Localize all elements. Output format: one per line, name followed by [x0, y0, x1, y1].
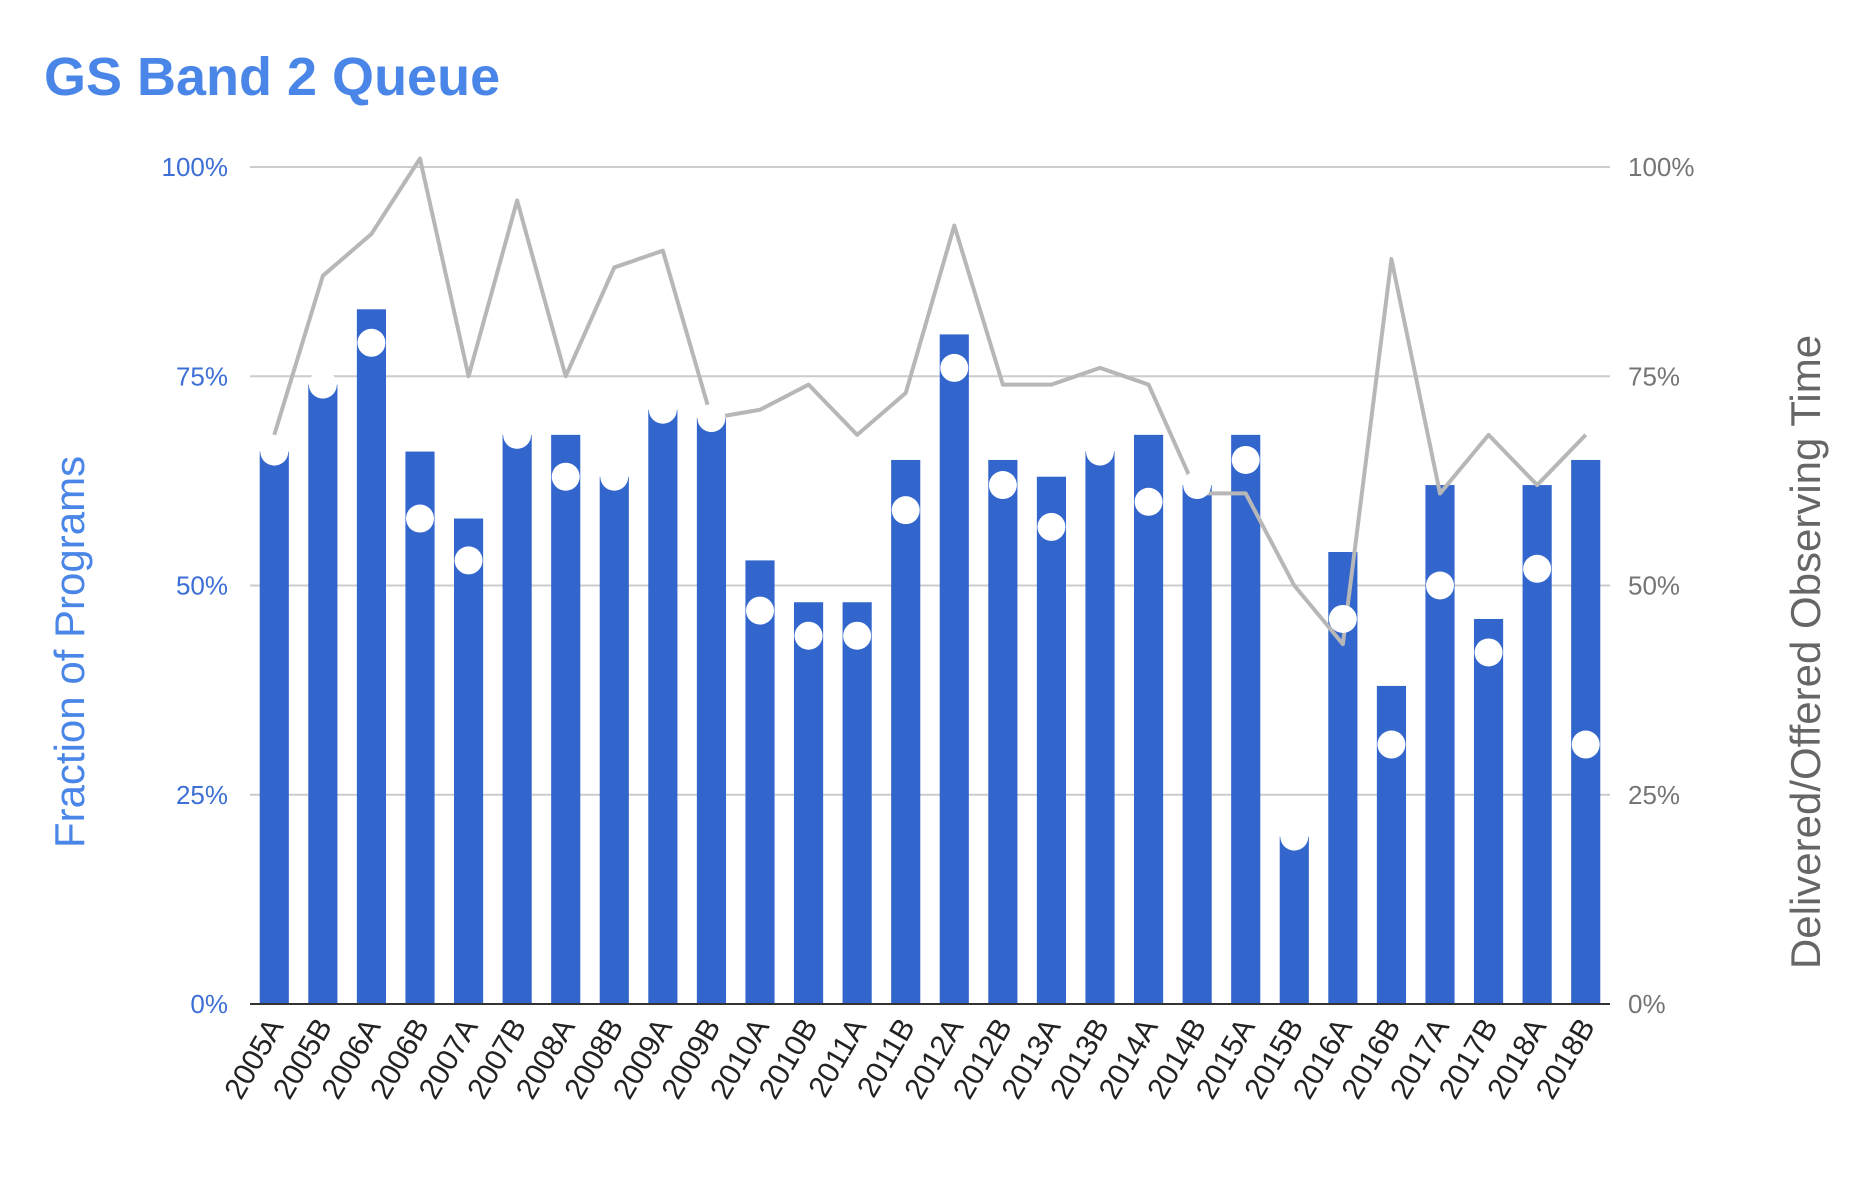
point-2016B [1377, 730, 1406, 759]
y-tick-label-right: 0% [1628, 989, 1666, 1019]
bar-2014B [1182, 485, 1212, 1004]
y-tick-label-left: 50% [176, 571, 228, 601]
point-2018A [1523, 554, 1552, 583]
point-2005B [308, 370, 337, 399]
bar-2009A [648, 409, 678, 1005]
bar-2010A [745, 560, 775, 1004]
point-2013A [1037, 512, 1066, 541]
point-2010B [794, 621, 823, 650]
bar-2008B [599, 476, 629, 1004]
y-tick-label-right: 50% [1628, 571, 1680, 601]
bar-2012A [939, 334, 969, 1004]
point-2012A [940, 353, 969, 382]
point-2009B [697, 404, 726, 433]
bar-2005A [259, 451, 289, 1005]
point-2017B [1474, 638, 1503, 667]
bar-2011A [842, 602, 872, 1004]
bar-2005B [308, 384, 338, 1004]
point-2014A [1134, 487, 1163, 516]
point-2018B [1571, 730, 1600, 759]
bar-2006A [356, 309, 386, 1004]
y-tick-label-left: 25% [176, 780, 228, 810]
chart-title: GS Band 2 Queue [44, 47, 501, 107]
point-2007A [454, 546, 483, 575]
bar-2007B [502, 434, 532, 1005]
point-2006B [406, 504, 434, 533]
line-layer [272, 156, 1588, 647]
bar-2017B [1474, 618, 1504, 1004]
bar-2009B [696, 418, 726, 1005]
y-tick-label-left: 0% [190, 989, 228, 1019]
bar-2012B [988, 459, 1018, 1004]
point-2015A [1231, 445, 1260, 474]
point-2007B [503, 420, 532, 449]
bar-2006B [405, 451, 435, 1005]
bar-2017A [1425, 485, 1455, 1004]
y-tick-label-left: 100% [162, 152, 229, 182]
y-axis-title-left: Fraction of Programs [46, 456, 93, 848]
bar-2010B [794, 602, 824, 1004]
bar-2013A [1036, 476, 1066, 1004]
point-2008A [551, 462, 580, 491]
point-2009A [648, 395, 677, 424]
bar-layer [259, 309, 1601, 1005]
y-tick-label-right: 25% [1628, 780, 1680, 810]
point-2012B [988, 471, 1017, 500]
point-2016A [1328, 604, 1357, 633]
point-2011B [891, 496, 920, 525]
bar-2008A [551, 434, 581, 1005]
point-2015B [1280, 822, 1309, 851]
y-tick-label-right: 100% [1628, 152, 1695, 182]
point-2005A [260, 437, 289, 466]
axis-layer: 0% 0%25% 25%50% 50%75% 75%100% 100%2005A2005B… [162, 152, 1695, 1105]
point-2006A [357, 328, 386, 357]
y-axis-title-right: Delivered/Offered Observing Time [1782, 335, 1829, 969]
bar-2007A [454, 518, 484, 1004]
point-2014B [1183, 471, 1212, 500]
y-tick-label-left: 75% [176, 361, 228, 391]
point-2011A [843, 621, 872, 650]
point-layer [260, 328, 1600, 851]
bar-2013B [1085, 451, 1115, 1005]
bar-2011B [891, 459, 921, 1004]
point-2008B [600, 462, 629, 491]
point-2017A [1426, 571, 1454, 600]
y-tick-label-right: 75% [1628, 361, 1680, 391]
bar-2015B [1279, 836, 1309, 1004]
bar-2015A [1231, 434, 1261, 1005]
point-2013B [1086, 437, 1114, 466]
bar-2014A [1134, 434, 1164, 1005]
point-2010A [746, 596, 774, 625]
series-line [272, 156, 1588, 647]
